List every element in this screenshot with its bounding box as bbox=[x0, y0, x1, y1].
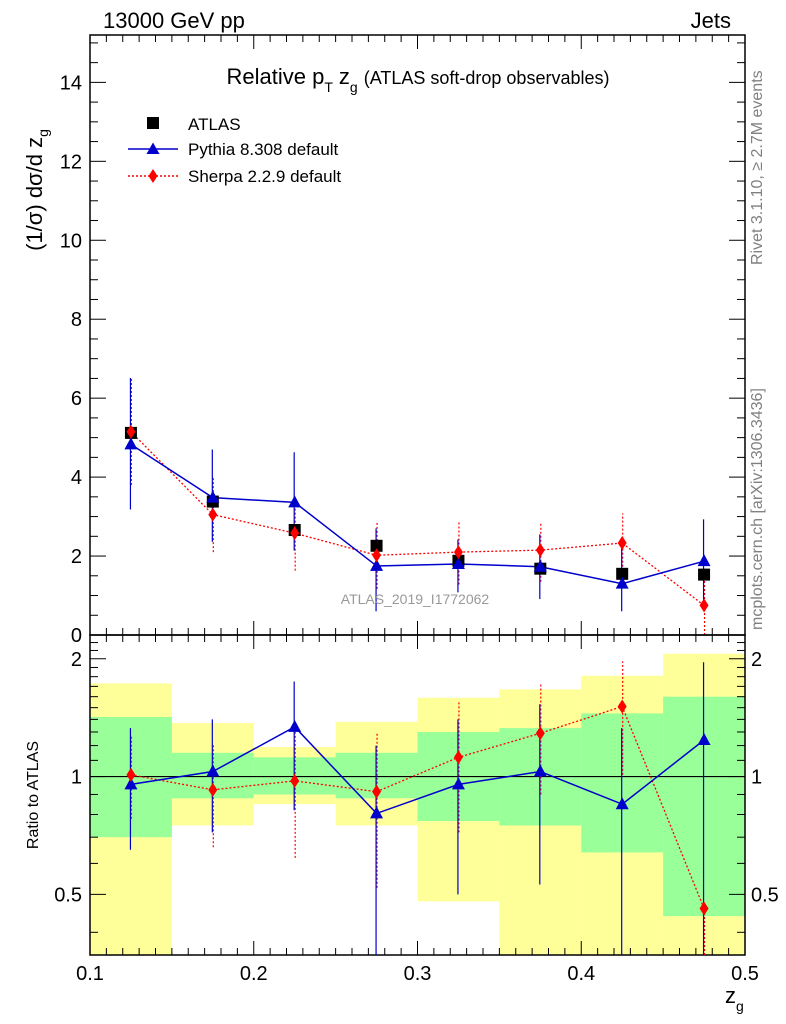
sherpa-ratio-point bbox=[617, 699, 627, 714]
main-title-text: Relative pT zg (ATLAS soft-drop observable… bbox=[227, 64, 610, 95]
sherpa-point bbox=[126, 424, 136, 439]
ratio-ytick-label: 1 bbox=[71, 767, 82, 789]
pythia-ratio-point bbox=[370, 806, 384, 819]
pythia-point bbox=[451, 556, 465, 569]
sherpa-ratio-point bbox=[290, 773, 300, 788]
pythia-line bbox=[130, 443, 705, 585]
pythia-ratio-point bbox=[288, 719, 302, 732]
ratio-ytick-label: 0.5 bbox=[54, 884, 82, 906]
sherpa-line bbox=[130, 431, 705, 606]
xlabel-main: z bbox=[725, 983, 736, 1008]
ylabel-sub: g bbox=[35, 129, 51, 137]
sherpa-point bbox=[699, 598, 709, 613]
pythia-ratio-line bbox=[130, 725, 705, 815]
sherpa-point bbox=[453, 545, 463, 560]
ratio-ylabel: Ratio to ATLAS bbox=[25, 741, 42, 849]
main-ytick-label: 10 bbox=[60, 230, 82, 252]
xtick-label: 0.3 bbox=[404, 963, 432, 985]
pythia-ratio-point bbox=[697, 733, 711, 746]
main-ytick-label: 6 bbox=[71, 388, 82, 410]
xtick-label: 0.5 bbox=[731, 963, 759, 985]
main-ytick-label: 0 bbox=[71, 625, 82, 647]
atlas-point bbox=[616, 567, 629, 580]
ratio-panel: 0.1 0.2 0.3 0.4 0.5 0.5 0.5 1 1 2 2 bbox=[54, 634, 779, 985]
sherpa-ratio-point bbox=[126, 767, 136, 782]
main-ytick-label: 14 bbox=[60, 72, 82, 94]
ylabel-main: (1/σ) dσ/d z bbox=[22, 137, 47, 251]
pythia-point bbox=[697, 554, 711, 567]
ratio-ytick-label-right: 0.5 bbox=[751, 884, 779, 906]
rivet-label: Rivet 3.1.10, ≥ 2.7M events bbox=[749, 70, 766, 265]
pythia-ratio-point bbox=[451, 777, 465, 790]
xlabel: zg bbox=[725, 983, 744, 1014]
ratio-ytick-label-right: 1 bbox=[751, 767, 762, 789]
sherpa-point bbox=[208, 507, 218, 522]
pythia-ratio-point bbox=[124, 777, 138, 790]
svg-text:(1/σ) dσ/d zg: (1/σ) dσ/d zg bbox=[22, 129, 51, 251]
title-main: Relative p bbox=[227, 64, 325, 89]
main-panel: 0 2 4 6 8 10 12 14 bbox=[60, 34, 746, 647]
header-right: Jets bbox=[691, 8, 731, 33]
sherpa-ratio-point bbox=[453, 750, 463, 765]
title-rest: (ATLAS soft-drop observables) bbox=[364, 68, 610, 88]
legend-sherpa-marker bbox=[148, 169, 158, 183]
ratio-ytick-label-right: 2 bbox=[751, 649, 762, 671]
pythia-point bbox=[533, 559, 547, 572]
atlas-point bbox=[370, 539, 383, 552]
main-title: Relative pT zg (ATLAS soft-drop observable… bbox=[227, 64, 610, 95]
pythia-point bbox=[615, 576, 629, 589]
legend-atlas-marker bbox=[147, 117, 159, 129]
title-sub: T bbox=[324, 79, 333, 95]
main-ylabel: (1/σ) dσ/d zg bbox=[22, 129, 51, 251]
legend-sherpa-label: Sherpa 2.2.9 default bbox=[188, 167, 341, 186]
sherpa-ratio-point bbox=[208, 782, 218, 797]
title-var: z bbox=[339, 64, 350, 89]
xtick-label: 0.2 bbox=[240, 963, 268, 985]
xtick-label: 0.4 bbox=[567, 963, 595, 985]
legend-pythia-label: Pythia 8.308 default bbox=[188, 140, 339, 159]
analysis-watermark: ATLAS_2019_I1772062 bbox=[341, 591, 490, 607]
atlas-point bbox=[698, 568, 711, 581]
sherpa-point bbox=[372, 548, 382, 563]
pythia-point bbox=[124, 437, 138, 450]
title-var-sub: g bbox=[350, 79, 358, 95]
sherpa-ratio-point bbox=[372, 784, 382, 799]
pythia-ratio-point bbox=[615, 797, 629, 810]
main-ytick-label: 4 bbox=[71, 467, 82, 489]
sherpa-ratio-line bbox=[130, 705, 705, 909]
header-left: 13000 GeV pp bbox=[103, 8, 245, 33]
ratio-ytick-label: 2 bbox=[71, 649, 82, 671]
main-ytick-label: 8 bbox=[71, 309, 82, 331]
main-ytick-label: 12 bbox=[60, 151, 82, 173]
mcplots-label: mcplots.cern.ch [arXiv:1306.3436] bbox=[749, 388, 766, 630]
legend: ATLAS Pythia 8.308 default Sherpa 2.2.9 … bbox=[128, 115, 341, 186]
sherpa-ratio-point bbox=[535, 726, 545, 741]
pythia-point bbox=[206, 490, 220, 503]
pythia-point bbox=[288, 495, 302, 508]
xtick-label: 0.1 bbox=[76, 963, 104, 985]
sherpa-point bbox=[535, 543, 545, 558]
legend-atlas-label: ATLAS bbox=[188, 115, 241, 134]
legend-pythia-marker bbox=[146, 142, 160, 154]
xlabel-sub: g bbox=[736, 998, 744, 1014]
sherpa-point bbox=[290, 526, 300, 541]
main-ytick-label: 2 bbox=[71, 546, 82, 568]
pythia-ratio-point bbox=[533, 764, 547, 777]
pythia-point bbox=[370, 558, 384, 571]
sherpa-point bbox=[617, 536, 627, 551]
sherpa-ratio-point bbox=[699, 901, 709, 916]
pythia-ratio-point bbox=[206, 764, 220, 777]
